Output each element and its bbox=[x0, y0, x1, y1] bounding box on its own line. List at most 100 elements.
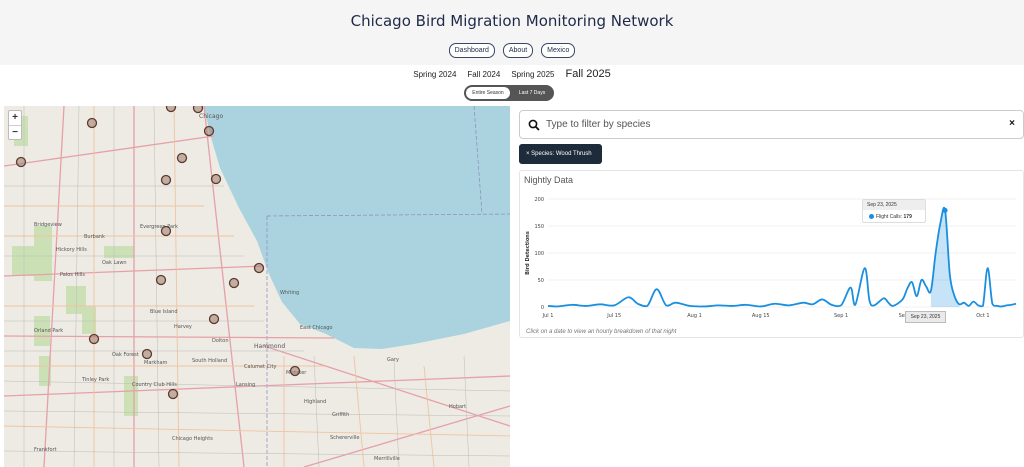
svg-text:Markham: Markham bbox=[144, 360, 168, 366]
svg-text:Highland: Highland bbox=[304, 399, 326, 405]
tooltip-series: Flight Calls bbox=[876, 214, 901, 220]
nightly-data-panel bbox=[519, 170, 1024, 338]
svg-text:Hammond: Hammond bbox=[254, 343, 285, 350]
station-marker bbox=[160, 225, 172, 237]
station-marker bbox=[192, 106, 204, 114]
parks bbox=[12, 116, 138, 416]
nav-dashboard-button[interactable]: Dashboard bbox=[448, 43, 495, 58]
svg-text:Chicago Heights: Chicago Heights bbox=[172, 436, 213, 442]
tooltip-row: Flight Calls: 179 bbox=[869, 214, 912, 220]
svg-text:Oak Forest: Oak Forest bbox=[112, 352, 139, 358]
station-marker bbox=[253, 262, 265, 274]
season-spring-2025[interactable]: Spring 2025 bbox=[511, 70, 555, 79]
svg-text:Palos Hills: Palos Hills bbox=[60, 272, 85, 278]
svg-text:Oak Lawn: Oak Lawn bbox=[102, 260, 127, 266]
map-labels: Chicago East Chicago Gary Hammond Whitin… bbox=[34, 113, 466, 462]
y-tick-label: 150 bbox=[534, 224, 544, 230]
svg-text:East Chicago: East Chicago bbox=[300, 325, 332, 331]
svg-text:Evergreen Park: Evergreen Park bbox=[140, 224, 178, 230]
y-tick-label: 50 bbox=[538, 278, 544, 284]
svg-text:Whiting: Whiting bbox=[280, 290, 299, 296]
season-fall-2024[interactable]: Fall 2024 bbox=[467, 70, 501, 79]
y-tick-label: 100 bbox=[534, 251, 544, 257]
y-axis-label: Bird Detections bbox=[525, 231, 531, 275]
nightly-chart[interactable]: 0 50 100 150 200 Bird Detections Jul 1 Jul 15 Au… bbox=[519, 190, 1024, 325]
season-selector: Spring 2024 Fall 2024 Spring 2025 Fall 2… bbox=[0, 68, 1024, 80]
zoom-in-button[interactable]: + bbox=[12, 112, 18, 123]
y-tick-label: 0 bbox=[541, 305, 544, 311]
season-spring-2024[interactable]: Spring 2024 bbox=[413, 70, 457, 79]
x-tick-label: Sep 1 bbox=[834, 313, 848, 319]
entire-season-option[interactable]: Entire Season bbox=[466, 87, 510, 99]
x-tick-label: Jul 1 bbox=[542, 313, 554, 319]
species-filter-chip[interactable]: × Species: Wood Thrush bbox=[519, 144, 602, 164]
svg-text:Gary: Gary bbox=[387, 357, 399, 363]
roads bbox=[4, 106, 510, 467]
zoom-control: + − bbox=[8, 110, 22, 140]
station-marker bbox=[228, 277, 240, 289]
svg-text:Burbank: Burbank bbox=[84, 234, 105, 240]
svg-text:Country Club Hills: Country Club Hills bbox=[132, 382, 177, 388]
station-marker bbox=[210, 173, 222, 185]
hover-date-label: Sep 23, 2025 bbox=[905, 311, 946, 323]
lake-michigan bbox=[204, 106, 510, 349]
nav-bar: Dashboard About Mexico bbox=[0, 43, 1024, 58]
panel-title: Nightly Data bbox=[524, 175, 574, 185]
clear-search-icon[interactable]: × bbox=[1009, 118, 1015, 129]
tooltip-value: 179 bbox=[903, 214, 912, 220]
svg-text:South Holland: South Holland bbox=[192, 358, 227, 364]
x-tick-label: Aug 1 bbox=[687, 313, 702, 319]
station-marker bbox=[15, 156, 27, 168]
x-tick-label: Oct 1 bbox=[976, 313, 989, 319]
hover-point bbox=[942, 207, 948, 213]
chart-hint: Click on a date to view an hourly breakd… bbox=[526, 329, 677, 335]
svg-text:Tinley Park: Tinley Park bbox=[81, 377, 109, 383]
series-line bbox=[547, 206, 1017, 308]
station-markers[interactable] bbox=[15, 106, 301, 400]
svg-text:Chicago: Chicago bbox=[199, 113, 223, 120]
nav-mexico-button[interactable]: Mexico bbox=[541, 43, 576, 58]
y-tick-label: 200 bbox=[534, 197, 544, 203]
highlight-area bbox=[930, 207, 960, 307]
station-marker bbox=[289, 365, 301, 377]
last-7-days-option[interactable]: Last 7 Days bbox=[518, 90, 546, 96]
svg-text:Hobart: Hobart bbox=[449, 404, 466, 410]
season-fall-2025[interactable]: Fall 2025 bbox=[565, 68, 611, 80]
station-marker bbox=[141, 348, 153, 360]
svg-text:Orland Park: Orland Park bbox=[34, 328, 63, 334]
chart-tooltip: Sep 23, 2025 Flight Calls: 179 bbox=[862, 199, 926, 223]
svg-text:Griffith: Griffith bbox=[332, 412, 349, 418]
svg-text:Harvey: Harvey bbox=[174, 324, 192, 330]
station-marker bbox=[203, 125, 215, 137]
search-icon bbox=[528, 118, 540, 136]
range-toggle: Entire Season Last 7 Days bbox=[464, 85, 554, 101]
svg-text:Lansing: Lansing bbox=[236, 382, 255, 388]
svg-text:Calumet City: Calumet City bbox=[244, 364, 276, 370]
svg-text:Merrillville: Merrillville bbox=[374, 456, 400, 462]
x-tick-label: Jul 15 bbox=[606, 313, 621, 319]
station-marker bbox=[160, 174, 172, 186]
header: Chicago Bird Migration Monitoring Networ… bbox=[0, 0, 1024, 65]
tooltip-date: Sep 23, 2025 bbox=[863, 200, 925, 210]
svg-text:Dolton: Dolton bbox=[212, 338, 229, 344]
station-map[interactable]: Chicago East Chicago Gary Hammond Whitin… bbox=[4, 106, 510, 467]
svg-text:Schererville: Schererville bbox=[330, 435, 359, 441]
species-search[interactable]: Type to filter by species × bbox=[519, 110, 1024, 139]
page-title: Chicago Bird Migration Monitoring Networ… bbox=[350, 12, 674, 30]
svg-text:Hickory Hills: Hickory Hills bbox=[56, 247, 87, 253]
station-marker bbox=[86, 117, 98, 129]
svg-text:Frankfort: Frankfort bbox=[34, 447, 57, 453]
station-marker bbox=[155, 274, 167, 286]
station-marker bbox=[208, 313, 220, 325]
nav-about-button[interactable]: About bbox=[502, 43, 534, 58]
search-input[interactable]: Type to filter by species bbox=[546, 119, 651, 130]
station-marker bbox=[88, 333, 100, 345]
series-dot-icon bbox=[869, 214, 874, 219]
svg-text:Bridgeview: Bridgeview bbox=[34, 222, 62, 228]
map-canvas: Chicago East Chicago Gary Hammond Whitin… bbox=[4, 106, 510, 467]
station-marker bbox=[167, 388, 179, 400]
station-marker bbox=[176, 152, 188, 164]
svg-text:Blue Island: Blue Island bbox=[150, 309, 178, 315]
zoom-out-button[interactable]: − bbox=[9, 125, 21, 139]
x-tick-label: Aug 15 bbox=[752, 313, 770, 319]
